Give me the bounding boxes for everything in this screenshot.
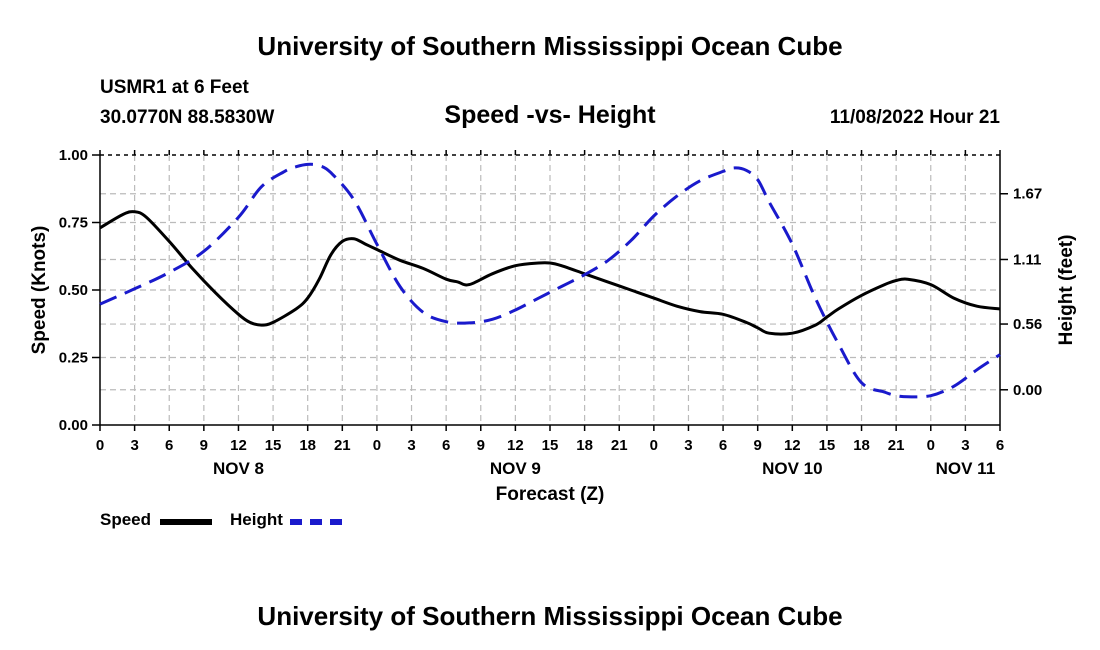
footer-title: University of Southern Mississippi Ocean… (257, 601, 843, 631)
legend-height-label: Height (230, 510, 283, 529)
x-tick-label: 15 (819, 437, 836, 454)
x-tick-label: 21 (888, 437, 905, 454)
x-tick-label: 21 (611, 437, 628, 454)
legend-speed-label: Speed (100, 510, 152, 529)
day-label: NOV 8 (213, 459, 264, 478)
y-tick-label: 0.00 (59, 417, 88, 434)
x-tick-label: 15 (265, 437, 282, 454)
x-tick-label: 6 (165, 437, 173, 454)
x-tick-label: 18 (853, 437, 870, 454)
y-tick-label: 0.50 (59, 282, 88, 299)
x-tick-label: 0 (96, 437, 104, 454)
station-label: USMR1 at 6 Feet (100, 77, 249, 98)
x-tick-label: 0 (927, 437, 935, 454)
x-tick-label: 6 (719, 437, 727, 454)
y-axis-label: Speed (Knots) (29, 226, 50, 355)
x-tick-label: 12 (230, 437, 247, 454)
day-label: NOV 11 (936, 459, 996, 478)
x-tick-label: 0 (650, 437, 658, 454)
height-series-line (99, 162, 1001, 399)
x-tick-label: 6 (442, 437, 450, 454)
x-tick-label: 12 (507, 437, 524, 454)
series-layer (99, 162, 1001, 399)
ticks: 0 3 6 9 12 15 18 21 0 3 6 9 12 15 18 21 0 3 6 9 12 15 18 21 0 3 6N… (59, 147, 1042, 478)
x-tick-label: 9 (477, 437, 485, 454)
x-tick-label: 3 (961, 437, 969, 454)
x-tick-label: 12 (784, 437, 801, 454)
y2-tick-label: 1.67 (1013, 186, 1042, 203)
chart-subtitle: Speed -vs- Height (444, 101, 656, 129)
legend-height-swatch (290, 519, 342, 525)
x-tick-label: 0 (373, 437, 381, 454)
x-tick-label: 3 (130, 437, 138, 454)
x-tick-label: 18 (576, 437, 593, 454)
x-tick-label: 9 (754, 437, 762, 454)
y2-tick-label: 0.56 (1013, 316, 1042, 333)
x-tick-label: 21 (334, 437, 351, 454)
day-label: NOV 9 (490, 459, 541, 478)
x-tick-label: 3 (407, 437, 415, 454)
y-tick-label: 0.25 (59, 350, 88, 367)
coordinates-label: 30.0770N 88.5830W (100, 107, 275, 128)
x-tick-label: 15 (542, 437, 559, 454)
y2-axis-label: Height (feet) (1056, 235, 1077, 346)
x-tick-label: 6 (996, 437, 1004, 454)
day-label: NOV 10 (762, 459, 822, 478)
y-tick-label: 0.75 (59, 215, 88, 232)
speed-series-line (99, 210, 1001, 336)
y-tick-label: 1.00 (59, 147, 88, 164)
x-tick-label: 9 (200, 437, 208, 454)
y2-tick-label: 1.11 (1013, 251, 1041, 268)
y2-tick-label: 0.00 (1013, 382, 1042, 399)
datetime-label: 11/08/2022 Hour 21 (829, 107, 1000, 128)
x-tick-label: 3 (684, 437, 692, 454)
legend-speed-swatch (160, 519, 212, 525)
chart-title: University of Southern Mississippi Ocean… (257, 31, 843, 61)
x-axis-label: Forecast (Z) (496, 484, 605, 505)
grid (100, 155, 1000, 425)
speed-height-chart: 0 3 6 9 12 15 18 21 0 3 6 9 12 15 18 21 0 3 6 9 12 15 18 21 0 3 6N… (29, 147, 1077, 505)
x-tick-label: 18 (299, 437, 316, 454)
